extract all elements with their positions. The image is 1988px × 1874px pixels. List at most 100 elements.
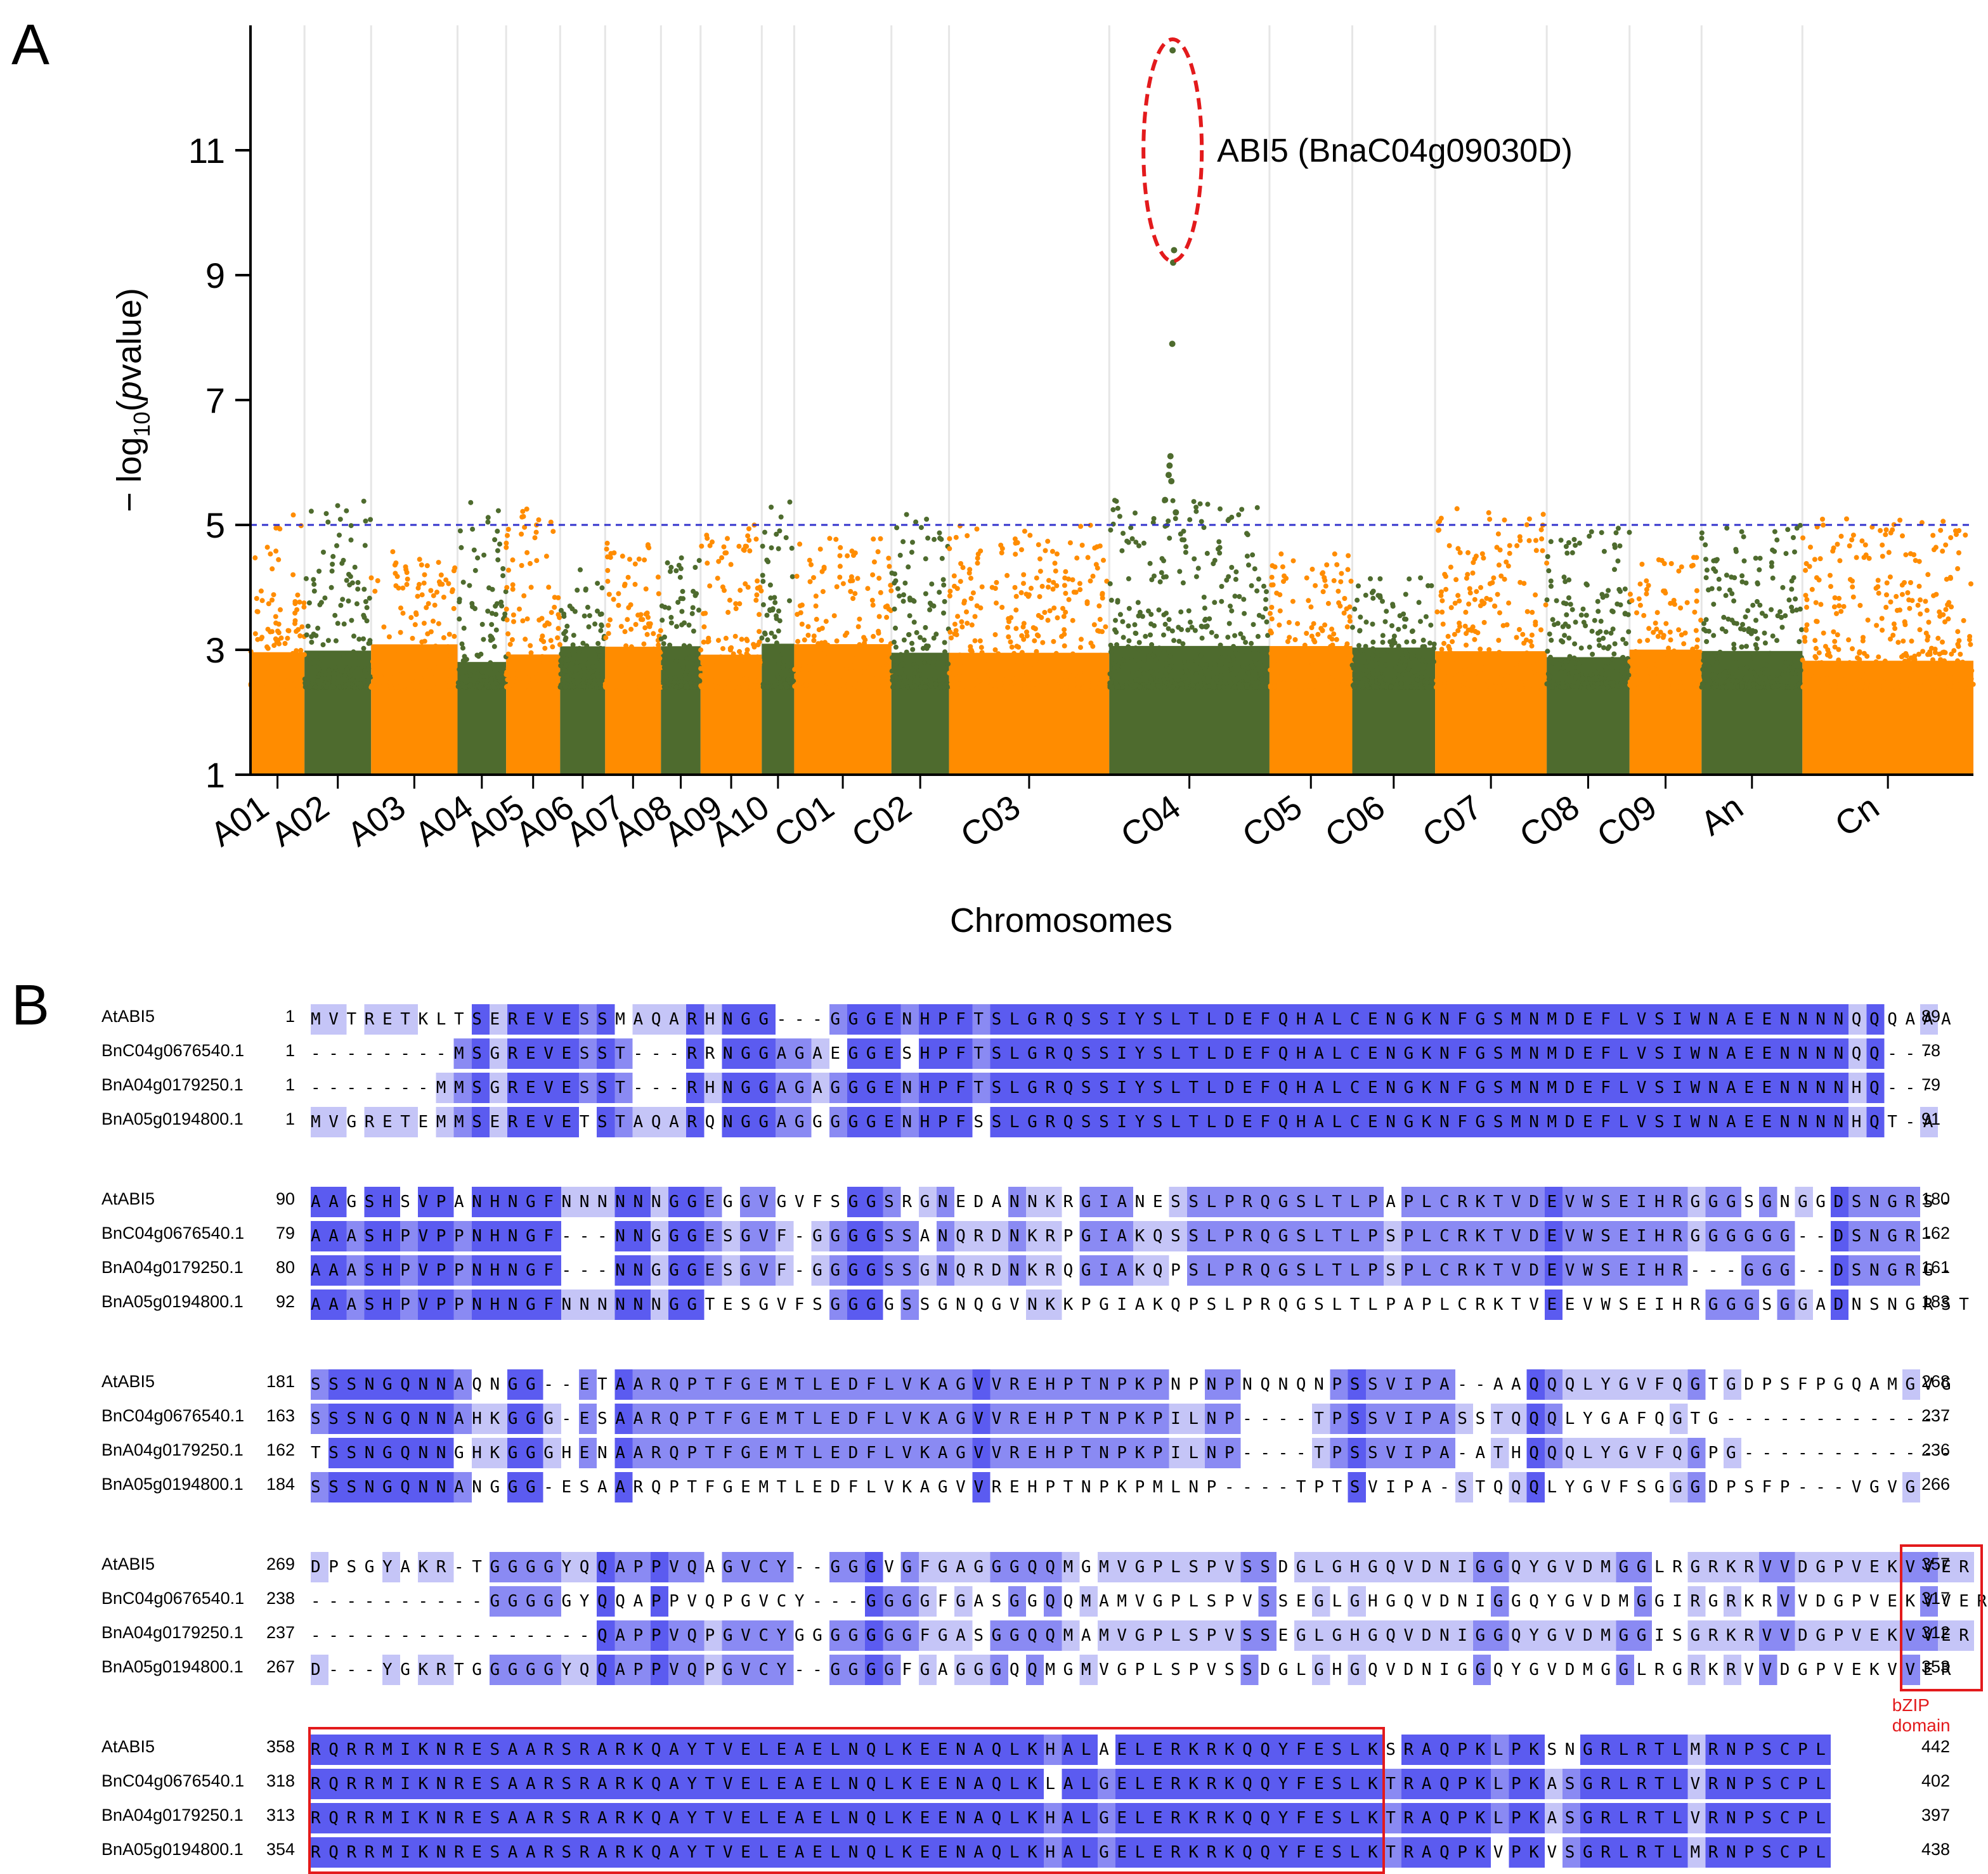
x-tick-label-C05: C05 — [1236, 788, 1309, 855]
x-tick-label-C03: C03 — [954, 788, 1027, 855]
sequence-name: AtABI5 — [101, 1737, 155, 1757]
sequence-start-position: 269 — [257, 1554, 295, 1574]
y-tick-label-11: 11 — [188, 131, 225, 171]
sequence-residues: SSSNGQNNAHKGGG-ESAARQPTFGEMTLEDFLVKAGVVR… — [311, 1404, 1956, 1434]
x-tick-label-A10: A10 — [705, 788, 776, 854]
sequence-end-position: 79 — [1921, 1075, 1940, 1095]
sequence-name: BnA05g0194800.1 — [101, 1840, 244, 1859]
y-tick-label-7: 7 — [205, 380, 225, 420]
peak-point-1 — [1171, 247, 1177, 254]
sequence-end-position: 268 — [1921, 1372, 1950, 1392]
sequence-residues: --------MSGREVESST---RRNGGAGAEGGESHPFTSL… — [311, 1038, 1938, 1069]
sequence-name: AtABI5 — [101, 1007, 155, 1026]
bzip-domain-box-main — [308, 1727, 1385, 1874]
sequence-end-position: 442 — [1921, 1737, 1950, 1757]
sequence-name: AtABI5 — [101, 1189, 155, 1209]
sequence-residues: ----------GGGGGYQQAPPVQPGVCY---GGGGFGASG… — [311, 1586, 1988, 1617]
bzip-domain-box-start — [1900, 1544, 1983, 1691]
sequence-name: BnA05g0194800.1 — [101, 1657, 244, 1677]
y-axis-label-open: ( — [110, 400, 148, 411]
sequence-start-position: 1 — [257, 1075, 295, 1095]
sequence-name: BnA05g0194800.1 — [101, 1292, 244, 1312]
x-tick-label-A03: A03 — [341, 788, 412, 854]
peak-points — [1162, 47, 1179, 515]
sequence-name: BnC04g0676540.1 — [101, 1041, 244, 1061]
peak-point-4 — [1167, 453, 1174, 460]
gene-annotation: ABI5 (BnaC04g09030D) — [1217, 132, 1573, 169]
sequence-residues: DPSGYAKR-TGGGGYQQAPPVQAGVCY--GGGVGFGAGGG… — [311, 1552, 1974, 1582]
peak-point-8 — [1162, 497, 1168, 503]
sequence-residues: AAASHPVPPNHNGFNNNNNNGGTESGVFSGGGGSSGNQGV… — [311, 1289, 1974, 1320]
snp-points-A04 — [456, 500, 509, 690]
snp-band-C04 — [1109, 646, 1270, 775]
x-tick-label-A01: A01 — [204, 788, 275, 854]
snp-band-A08 — [661, 646, 700, 775]
y-axis-label-tail: value) — [110, 288, 148, 381]
x-tick-label-C06: C06 — [1318, 788, 1392, 855]
sequence-residues: AAASHPVPPNHNGF---NNGGGESGVF-GGGGSSANQRDN… — [311, 1221, 1938, 1251]
sequence-residues: AAASHPVPPNHNGF---NNGGGESGVF-GGGGSSGNQRDN… — [311, 1255, 1956, 1286]
sequence-residues: MVGRETEMMSEREVETSTAQARQNGGAGGGGGENHPFSSL… — [311, 1107, 1938, 1137]
sequence-residues: ----------------QAPPVQPGVCYGGGGGGGFGASGG… — [311, 1620, 1974, 1651]
snp-band-C03 — [949, 653, 1110, 775]
sequence-name: BnA04g0179250.1 — [101, 1075, 244, 1095]
sequence-end-position: 236 — [1921, 1440, 1950, 1460]
sequence-end-position: 397 — [1921, 1806, 1950, 1825]
sequence-name: AtABI5 — [101, 1372, 155, 1392]
y-tick-label-5: 5 — [205, 505, 225, 545]
sequence-name: AtABI5 — [101, 1554, 155, 1574]
snp-points — [249, 47, 1976, 690]
sequence-residues: D---YGKRTGGGGGYQQAPPVQPGVCY--GGGGFGAGGGQ… — [311, 1655, 1956, 1685]
sequence-start-position: 354 — [257, 1840, 295, 1859]
x-tick-label-C07: C07 — [1415, 788, 1489, 855]
bzip-domain-label: bZIP domain — [1892, 1695, 1988, 1736]
sequence-name: BnA04g0179250.1 — [101, 1623, 244, 1643]
sequence-end-position: 91 — [1921, 1109, 1940, 1129]
sequence-name: BnC04g0676540.1 — [101, 1224, 244, 1243]
sequence-end-position: 183 — [1921, 1292, 1950, 1312]
y-tick-label-1: 1 — [205, 755, 225, 795]
sequence-end-position: 89 — [1921, 1007, 1940, 1026]
sequence-residues: AAGSHSVPANHNGFNNNNNNGGEGGVGVFSGGSRGNEDAN… — [311, 1187, 1956, 1217]
x-tick-label-C04: C04 — [1114, 788, 1188, 855]
sequence-start-position: 92 — [257, 1292, 295, 1312]
sequence-residues: -------MMSGREVESST---RHNGGAGAGGGENHPFTSL… — [311, 1073, 1938, 1103]
sequence-end-position: 438 — [1921, 1840, 1950, 1859]
sequence-residues: SSSNGQNNANGGG-ESAARQPTFGEMTLEDFLVKAGVVRE… — [311, 1472, 1920, 1502]
sequence-name: BnC04g0676540.1 — [101, 1771, 244, 1791]
x-tick-label-Cn: Cn — [1828, 788, 1886, 844]
x-tick-label-C02: C02 — [845, 788, 918, 855]
sequence-start-position: 79 — [257, 1224, 295, 1243]
sequence-start-position: 90 — [257, 1189, 295, 1209]
sequence-start-position: 267 — [257, 1657, 295, 1677]
sequence-start-position: 318 — [257, 1771, 295, 1791]
sequence-start-position: 358 — [257, 1737, 295, 1757]
x-axis-label: Chromosomes — [950, 901, 1173, 940]
snp-band-Cn — [1802, 661, 1973, 775]
sequence-name: BnC04g0676540.1 — [101, 1406, 244, 1426]
peak-point-3 — [1169, 340, 1176, 347]
sequence-start-position: 181 — [257, 1372, 295, 1392]
x-tick-label-C09: C09 — [1590, 788, 1664, 855]
y-axis-label: − log10(pvalue) — [110, 288, 155, 512]
x-tick-label-C01: C01 — [767, 788, 841, 855]
snp-points-A09 — [698, 522, 763, 690]
y-axis-label-prefix: − log — [110, 437, 148, 512]
sequence-residues: MVTRETKLTSEREVESSMAQARHNGG---GGGENHPFTSL… — [311, 1004, 1956, 1035]
peak-point-7 — [1168, 478, 1174, 484]
sequence-start-position: 1 — [257, 1007, 295, 1026]
peak-point-0 — [1169, 47, 1176, 53]
sequence-end-position: 266 — [1921, 1475, 1950, 1494]
sequence-start-position: 184 — [257, 1475, 295, 1494]
sequence-residues: TSSNGQNNGHKGGGHENAARQPTFGEMTLEDFLVKAGVVR… — [311, 1438, 1956, 1468]
sequence-end-position: 78 — [1921, 1041, 1940, 1061]
sequence-end-position: 402 — [1921, 1771, 1950, 1791]
peak-point-5 — [1166, 462, 1173, 468]
x-tick-label-A02: A02 — [264, 788, 335, 854]
sequence-name: BnC04g0676540.1 — [101, 1589, 244, 1608]
sequence-start-position: 80 — [257, 1258, 295, 1277]
y-axis-label-italic: p — [110, 381, 148, 401]
sequence-start-position: 238 — [257, 1589, 295, 1608]
